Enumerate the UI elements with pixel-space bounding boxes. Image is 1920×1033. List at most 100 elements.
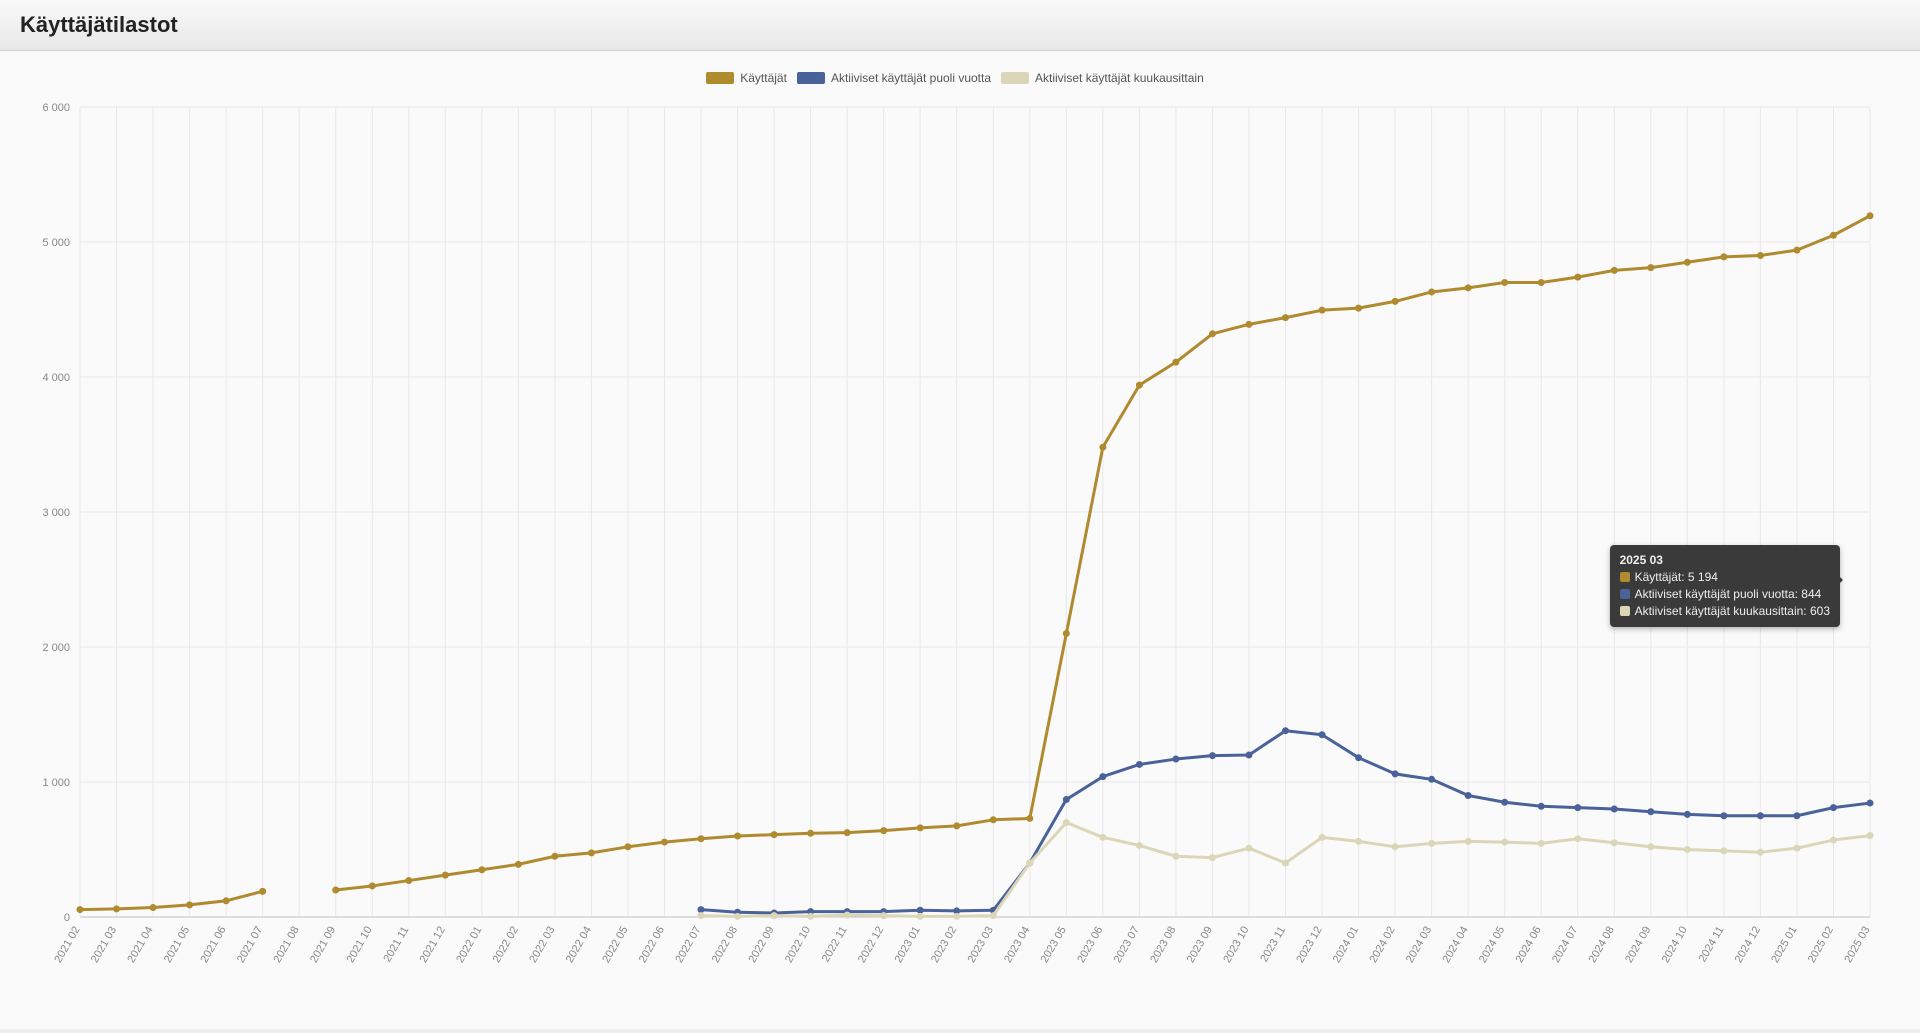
chart-series-marker[interactable] [1465, 792, 1472, 799]
chart-series-marker[interactable] [844, 829, 851, 836]
chart-series-marker[interactable] [1757, 812, 1764, 819]
chart-series-line[interactable] [80, 216, 1870, 910]
chart-series-marker[interactable] [917, 907, 924, 914]
chart-series-marker[interactable] [1867, 832, 1874, 839]
chart-series-marker[interactable] [1538, 803, 1545, 810]
chart-series-marker[interactable] [1501, 799, 1508, 806]
chart-series-marker[interactable] [1063, 819, 1070, 826]
chart-series-marker[interactable] [1245, 321, 1252, 328]
chart-series-marker[interactable] [259, 888, 266, 895]
chart-series-marker[interactable] [1574, 274, 1581, 281]
chart-series-marker[interactable] [661, 839, 668, 846]
chart-series-marker[interactable] [1099, 773, 1106, 780]
chart-series-marker[interactable] [150, 904, 157, 911]
chart-series-marker[interactable] [953, 822, 960, 829]
chart-series-marker[interactable] [369, 882, 376, 889]
chart-series-marker[interactable] [1684, 846, 1691, 853]
chart-series-marker[interactable] [1720, 253, 1727, 260]
chart-series-marker[interactable] [1428, 776, 1435, 783]
chart-series-marker[interactable] [1319, 834, 1326, 841]
chart-series-marker[interactable] [953, 913, 960, 920]
chart-series-marker[interactable] [1830, 837, 1837, 844]
chart-series-marker[interactable] [1209, 854, 1216, 861]
chart-series-marker[interactable] [844, 911, 851, 918]
chart-series-marker[interactable] [1428, 288, 1435, 295]
chart-series-marker[interactable] [734, 913, 741, 920]
chart-series-marker[interactable] [1538, 840, 1545, 847]
chart-series-marker[interactable] [1757, 252, 1764, 259]
chart-series-marker[interactable] [1501, 279, 1508, 286]
chart-series-marker[interactable] [405, 877, 412, 884]
chart-series-marker[interactable] [1793, 812, 1800, 819]
chart-series-marker[interactable] [1026, 815, 1033, 822]
chart-series-marker[interactable] [478, 866, 485, 873]
chart-series-marker[interactable] [1793, 247, 1800, 254]
chart-series-marker[interactable] [880, 912, 887, 919]
chart-series-marker[interactable] [1026, 860, 1033, 867]
chart-series-marker[interactable] [1392, 843, 1399, 850]
chart-series-marker[interactable] [917, 824, 924, 831]
chart-series-marker[interactable] [1099, 834, 1106, 841]
chart-series-marker[interactable] [698, 906, 705, 913]
chart-series-marker[interactable] [990, 816, 997, 823]
chart-series-marker[interactable] [77, 906, 84, 913]
chart-series-marker[interactable] [1282, 314, 1289, 321]
chart-series-marker[interactable] [1538, 279, 1545, 286]
chart-series-marker[interactable] [1465, 838, 1472, 845]
chart-series-marker[interactable] [1172, 756, 1179, 763]
chart-series-marker[interactable] [113, 905, 120, 912]
chart-series-marker[interactable] [1574, 804, 1581, 811]
legend-item[interactable]: Aktiiviset käyttäjät puoli vuotta [797, 71, 991, 85]
chart-series-marker[interactable] [1647, 264, 1654, 271]
chart-series-marker[interactable] [1319, 731, 1326, 738]
chart-series-marker[interactable] [1172, 359, 1179, 366]
chart-series-marker[interactable] [551, 853, 558, 860]
chart-series-marker[interactable] [1647, 808, 1654, 815]
chart-series-marker[interactable] [1245, 845, 1252, 852]
chart-series-marker[interactable] [1428, 840, 1435, 847]
chart-series-marker[interactable] [1063, 796, 1070, 803]
chart-series-marker[interactable] [1209, 330, 1216, 337]
chart-series-marker[interactable] [223, 897, 230, 904]
chart-series-marker[interactable] [1245, 752, 1252, 759]
chart-series-marker[interactable] [1136, 842, 1143, 849]
chart-series-marker[interactable] [1136, 761, 1143, 768]
chart-series-marker[interactable] [1172, 853, 1179, 860]
chart-series-marker[interactable] [1392, 770, 1399, 777]
chart-series-marker[interactable] [1867, 212, 1874, 219]
chart-series-marker[interactable] [1611, 839, 1618, 846]
chart-series-marker[interactable] [734, 833, 741, 840]
chart-series-marker[interactable] [332, 887, 339, 894]
chart-series-marker[interactable] [990, 912, 997, 919]
chart-series-marker[interactable] [1720, 847, 1727, 854]
chart-series-marker[interactable] [515, 861, 522, 868]
chart-series-marker[interactable] [1830, 804, 1837, 811]
chart-series-marker[interactable] [1099, 444, 1106, 451]
chart-series-marker[interactable] [1282, 727, 1289, 734]
chart-series-marker[interactable] [442, 872, 449, 879]
chart-series-marker[interactable] [1355, 305, 1362, 312]
chart-series-marker[interactable] [698, 835, 705, 842]
chart-series-marker[interactable] [771, 831, 778, 838]
chart-series-marker[interactable] [1684, 811, 1691, 818]
chart-series-marker[interactable] [1793, 845, 1800, 852]
chart-series-marker[interactable] [807, 830, 814, 837]
chart-series-marker[interactable] [1282, 860, 1289, 867]
legend-item[interactable]: Aktiiviset käyttäjät kuukausittain [1001, 71, 1204, 85]
chart-series-marker[interactable] [1611, 806, 1618, 813]
chart-series-marker[interactable] [771, 912, 778, 919]
chart-series-marker[interactable] [698, 912, 705, 919]
chart-series-marker[interactable] [1392, 298, 1399, 305]
chart-series-marker[interactable] [1355, 754, 1362, 761]
chart-series-marker[interactable] [186, 901, 193, 908]
chart-series-marker[interactable] [624, 843, 631, 850]
chart-series-marker[interactable] [1684, 259, 1691, 266]
chart-series-marker[interactable] [1611, 267, 1618, 274]
chart-series-marker[interactable] [1720, 812, 1727, 819]
chart-series-marker[interactable] [1355, 838, 1362, 845]
chart-series-marker[interactable] [1136, 382, 1143, 389]
legend-item[interactable]: Käyttäjät [706, 71, 787, 85]
chart-series-marker[interactable] [917, 913, 924, 920]
line-chart-svg[interactable]: 01 0002 0003 0004 0005 0006 0002021 0220… [10, 97, 1890, 1017]
chart-series-marker[interactable] [807, 913, 814, 920]
